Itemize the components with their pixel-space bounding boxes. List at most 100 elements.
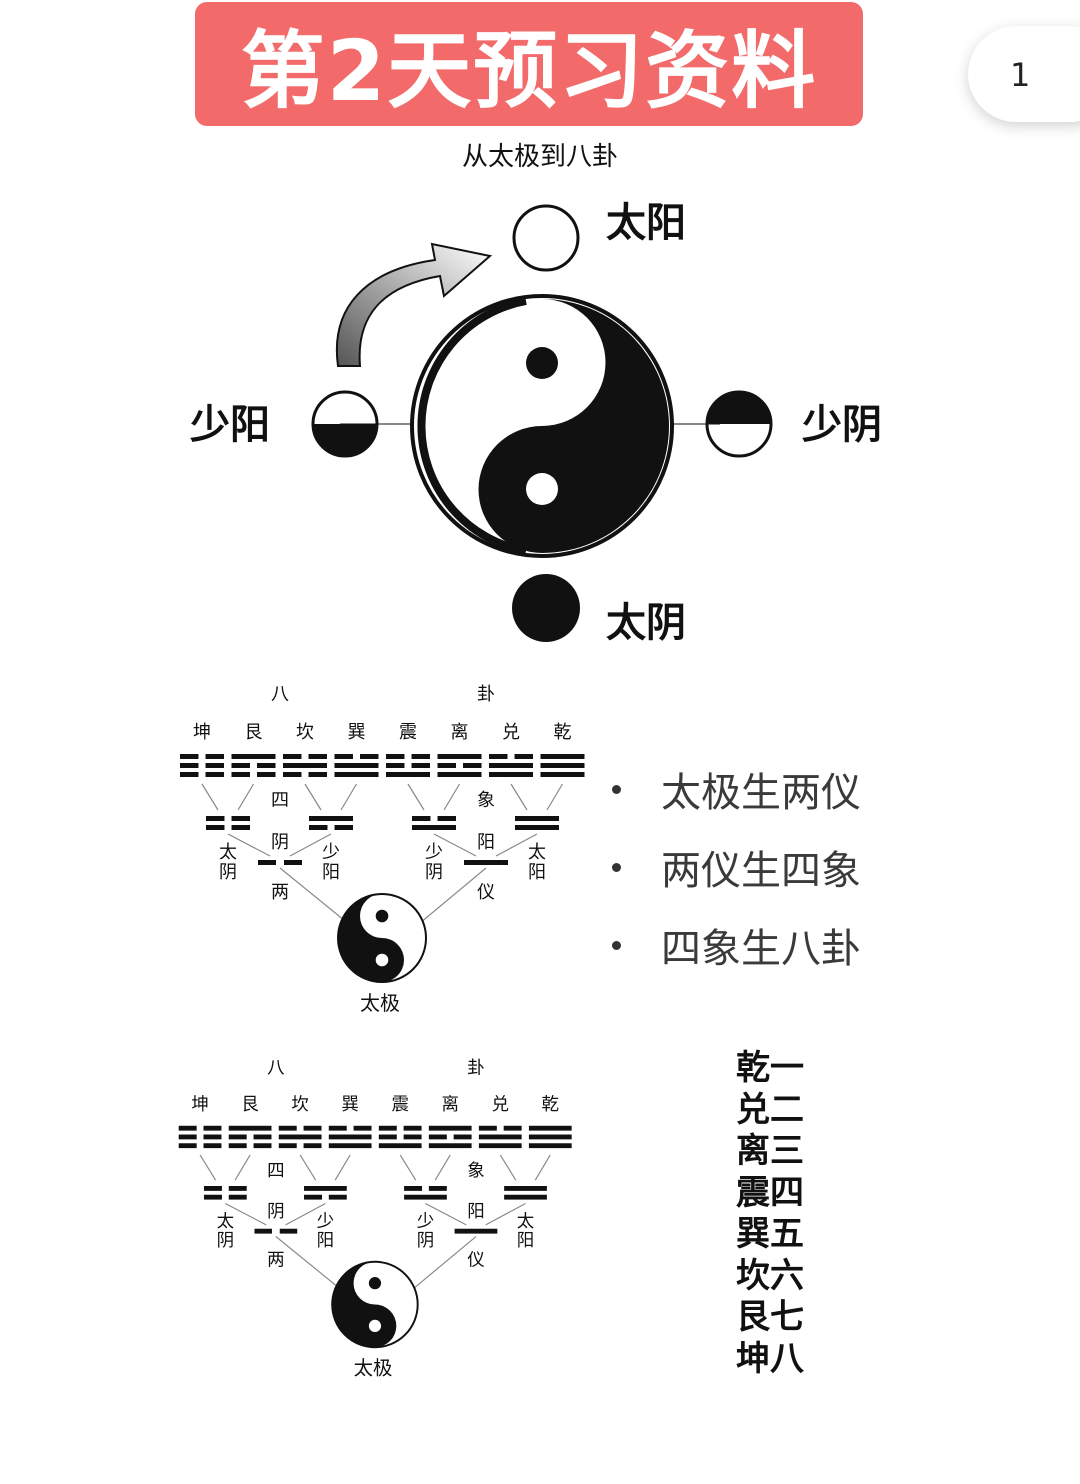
yin-line <box>328 1194 347 1200</box>
yin-line <box>334 825 353 830</box>
trigram-name: 兑 <box>492 1095 509 1115</box>
yin-line <box>228 1186 247 1191</box>
trigram-name: 坎 <box>296 722 314 743</box>
yang-line <box>504 1194 547 1200</box>
yin-line <box>203 1186 222 1191</box>
four-image-lines <box>404 1186 447 1200</box>
page-indicator[interactable] <box>968 26 1080 122</box>
yin-line <box>437 763 456 768</box>
yin-line <box>278 1143 297 1149</box>
yin-line <box>231 763 250 768</box>
bullet-text: 太极生两仪 <box>661 770 861 816</box>
yang-line <box>283 763 327 768</box>
subtitle: 从太极到八卦 <box>461 142 618 172</box>
trigram-lines <box>334 754 379 777</box>
yang-line <box>328 1143 372 1149</box>
yin-line <box>283 754 302 759</box>
yang-line <box>428 1143 472 1149</box>
trigram-order-item: 震四 <box>736 1172 804 1213</box>
four-image-lines <box>203 1186 247 1200</box>
yin-line <box>178 1134 197 1140</box>
taiji-four-images-figure: 太阳 少阳 少阴 太阴 <box>190 200 882 646</box>
label-shao-yang-char: 阳 <box>322 862 340 883</box>
shao-yang-circle <box>311 390 379 458</box>
yin-line <box>205 763 224 768</box>
four-image-lines <box>504 1186 547 1200</box>
trigram-name: 巽 <box>348 722 366 743</box>
label-shao-yin-char: 阴 <box>417 1231 434 1251</box>
yin-line <box>231 816 250 821</box>
yang-line <box>304 1186 347 1191</box>
yin-line <box>453 1134 472 1140</box>
yin-line <box>386 754 405 759</box>
yin-line <box>283 772 302 777</box>
yang-line <box>334 763 379 768</box>
bullet-text: 两仪生四象 <box>661 848 861 894</box>
yang-line <box>309 816 353 821</box>
yin-line <box>478 1125 497 1131</box>
yin-line <box>412 816 431 821</box>
curved-arrow-icon <box>335 242 493 367</box>
yin-line <box>180 763 199 768</box>
bagua-tree-diagram-2: 八卦坤艮坎巽震离兑乾四 象阴 阳太阴少阳少阴太阳两 仪太极 <box>178 1058 572 1379</box>
page-title: 第2天预习资料 <box>240 21 818 120</box>
yang-line <box>504 1186 547 1191</box>
trigram-name: 兑 <box>502 722 520 743</box>
yin-line <box>360 754 379 759</box>
bullet-item: 四象生八卦 <box>612 906 861 984</box>
bullet-item: 两仪生四象 <box>612 828 861 906</box>
yang-line <box>231 754 276 759</box>
yin-line <box>378 1125 397 1131</box>
label-tai-yin-char: 阴 <box>219 862 237 883</box>
trigram-lines <box>489 754 533 777</box>
yin-line <box>254 1228 272 1234</box>
label-tai-yin-char: 阴 <box>217 1231 234 1251</box>
trigram-lines <box>386 754 430 777</box>
trigram-order-list: 乾一 兑二 离三 震四 巽五 坎六 艮七 坤八 <box>736 1048 804 1380</box>
yin-line <box>309 825 328 830</box>
label-shao-yin-char: 少 <box>417 1212 434 1232</box>
trigram-order-item: 乾一 <box>736 1048 804 1088</box>
trigram-lines <box>278 1125 322 1149</box>
label-shao-yin: 少阴 <box>802 402 882 448</box>
yin-yang-symbol <box>410 294 674 558</box>
trigram-name: 乾 <box>542 1095 559 1115</box>
yang-line <box>528 1143 572 1149</box>
bullet-dot <box>612 862 621 872</box>
label-shao-yang: 少阳 <box>317 1212 334 1251</box>
four-image-lines <box>206 816 250 830</box>
label-tai-yin: 太阴 <box>606 600 686 646</box>
label-si: 四 <box>267 1161 284 1181</box>
yin-line <box>437 816 456 821</box>
label-liang: 两 <box>267 1251 284 1271</box>
label-tai-yang: 太阳 <box>606 200 686 246</box>
yin-line <box>203 1194 222 1200</box>
label-ba: 八 <box>267 1058 284 1078</box>
yin-line <box>203 1134 222 1140</box>
four-image-lines <box>515 816 559 830</box>
yin-line <box>514 754 533 759</box>
yin-line <box>203 1143 222 1149</box>
label-tai-yang-char: 太 <box>528 842 546 863</box>
bagua-tree-diagram: 八卦坤艮坎巽震离兑乾四 象阴 阳太阴少阳少阴太阳两 仪太极 <box>180 684 585 1015</box>
yang-line <box>515 825 559 830</box>
page-number: 1 <box>1010 56 1031 94</box>
yin-line <box>428 1134 447 1140</box>
trigram-name: 坤 <box>193 722 211 743</box>
yin-line <box>206 816 225 821</box>
label-yi: 仪 <box>477 882 495 903</box>
label-tai-yin: 太阴 <box>219 842 237 883</box>
trigram-lines <box>540 754 585 777</box>
yang-line <box>412 825 456 830</box>
label-tai-yang: 太阳 <box>528 842 546 883</box>
yin-line <box>378 1134 397 1140</box>
yin-line <box>178 1143 197 1149</box>
label-tai-yang-char: 阳 <box>528 862 546 883</box>
yin-line <box>334 754 353 759</box>
yin-line <box>205 772 224 777</box>
trigram-order-item: 艮七 <box>736 1297 804 1337</box>
label-shao-yang-char: 阳 <box>317 1231 334 1251</box>
yang-line <box>528 1125 572 1131</box>
label-si: 四 <box>271 790 289 811</box>
yin-line <box>205 754 224 759</box>
